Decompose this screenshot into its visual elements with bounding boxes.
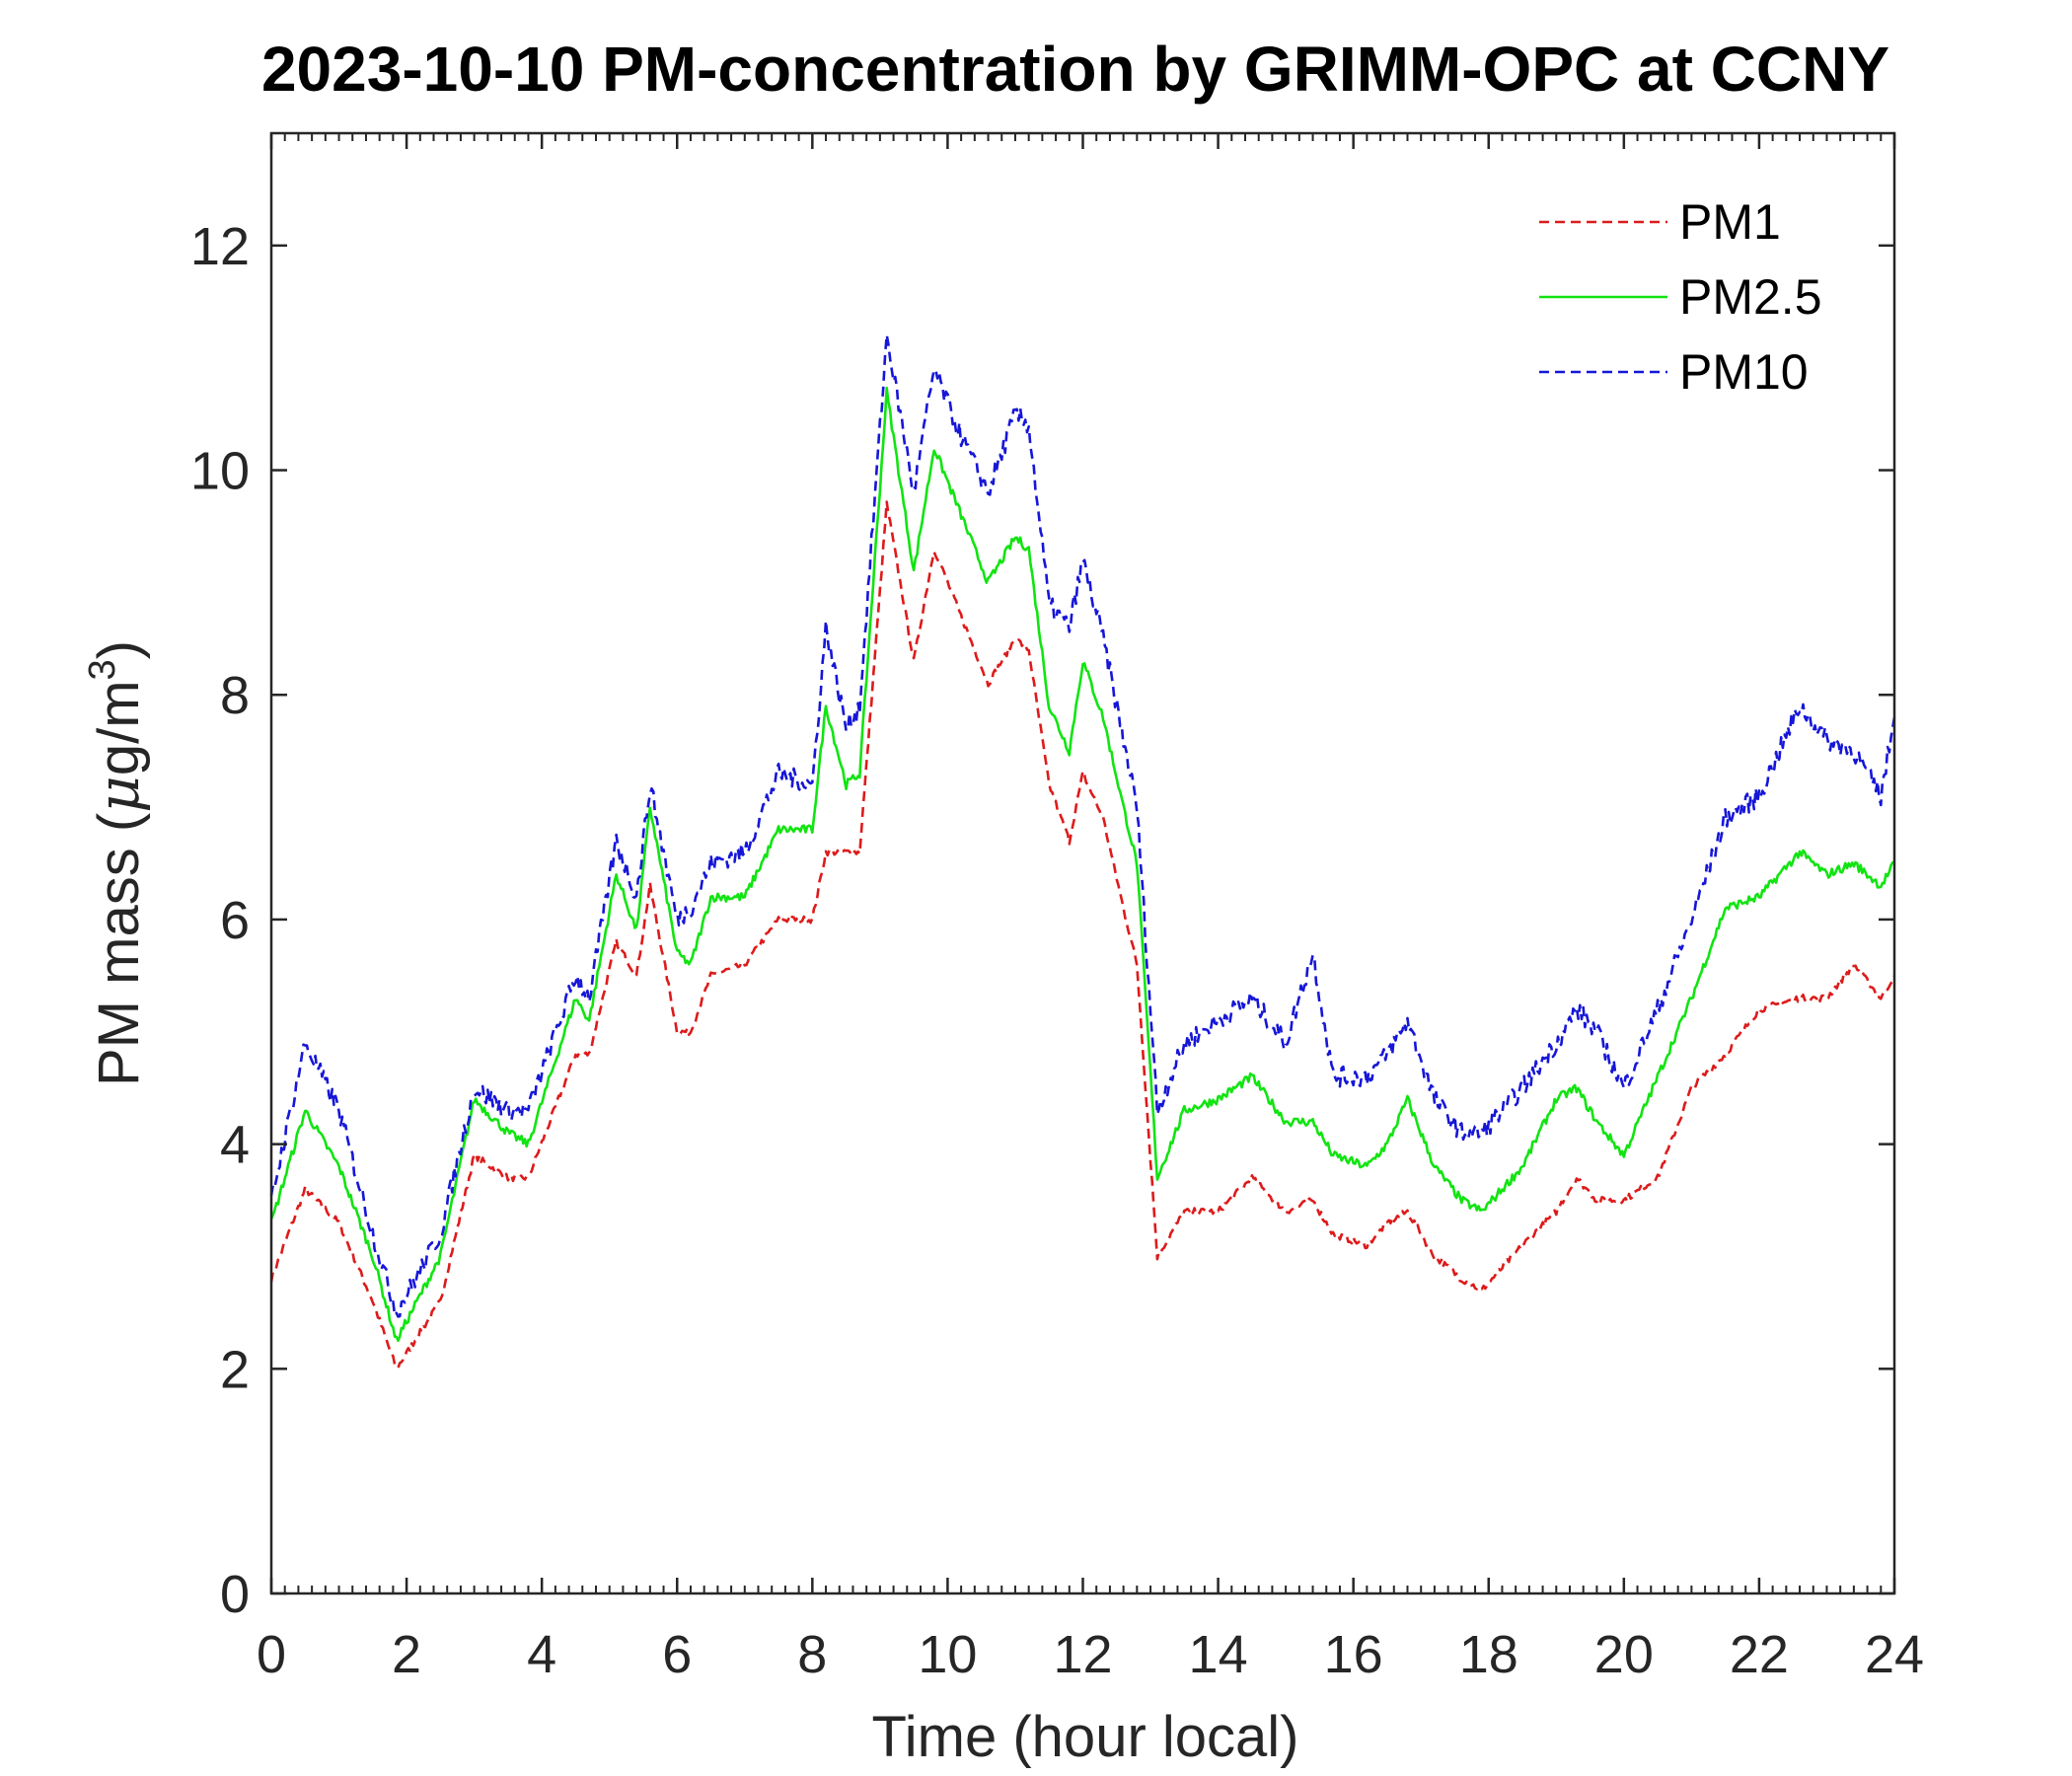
plot-area [269, 131, 1896, 1595]
x-tick-label: 20 [1594, 1625, 1654, 1684]
x-tick-label: 12 [1053, 1625, 1112, 1684]
x-axis-label: Time (hour local) [872, 1705, 1299, 1769]
chart-title: 2023-10-10 PM-concentration by GRIMM-OPC… [261, 34, 1889, 105]
x-tick-label: 0 [257, 1625, 286, 1684]
y-axis-label-unit: g/m [87, 680, 151, 776]
y-tick-label: 8 [220, 666, 250, 725]
legend-label-pm1: PM1 [1679, 194, 1781, 250]
legend-label-pm10: PM10 [1679, 344, 1809, 400]
x-tick-label: 14 [1189, 1625, 1248, 1684]
series-line-pm1 [269, 500, 1896, 1369]
y-tick-label: 6 [220, 891, 250, 950]
y-tick-labels: 0 2 4 6 8 10 12 [190, 217, 250, 1624]
series-line-pm2-5 [269, 386, 1895, 1342]
y-tick-label: 12 [190, 217, 250, 276]
plot-background [271, 133, 1894, 1593]
legend: PM1 PM2.5 PM10 [1539, 194, 1822, 400]
x-tick-label: 8 [797, 1625, 827, 1684]
x-tick-label: 16 [1324, 1625, 1383, 1684]
y-tick-label: 2 [220, 1340, 250, 1399]
y-axis-label: PM mass (μg/m3) [82, 640, 152, 1086]
x-tick-label: 22 [1730, 1625, 1789, 1684]
y-tick-label: 10 [190, 442, 250, 501]
x-tick-label: 2 [392, 1625, 421, 1684]
series-line-pm10 [269, 333, 1896, 1318]
y-axis-label-close: ) [87, 640, 151, 659]
ticks-layer [269, 133, 1896, 1595]
y-axis-label-main: PM mass ( [87, 813, 151, 1086]
x-tick-label: 4 [527, 1625, 556, 1684]
x-tick-label: 10 [918, 1625, 977, 1684]
y-tick-label: 0 [220, 1565, 250, 1624]
legend-label-pm2-5: PM2.5 [1679, 269, 1822, 325]
series-layer [269, 333, 1896, 1369]
x-tick-label: 6 [662, 1625, 692, 1684]
x-tick-labels: 0 2 4 6 8 10 12 14 16 18 20 22 24 [257, 1625, 1924, 1684]
x-tick-label: 24 [1865, 1625, 1924, 1684]
y-tick-label: 4 [220, 1116, 250, 1175]
x-tick-label: 18 [1459, 1625, 1518, 1684]
y-axis-label-mu: μ [85, 776, 152, 813]
y-axis-label-sup: 3 [82, 659, 123, 680]
